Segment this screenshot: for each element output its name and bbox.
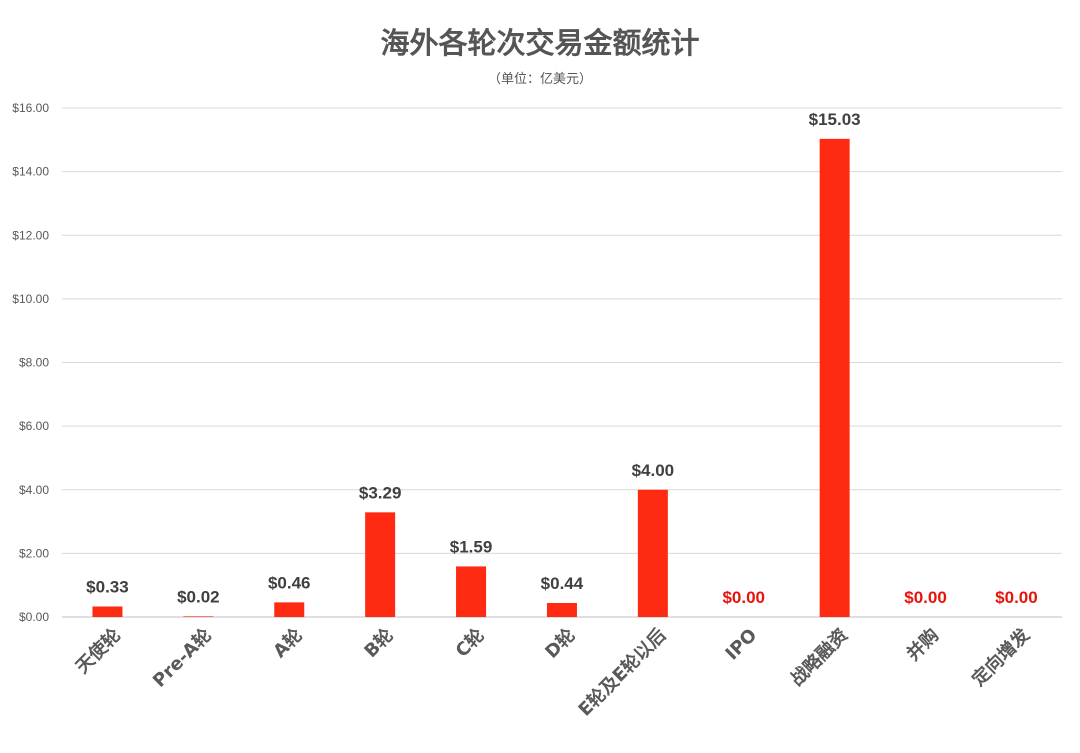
y-tick-label: $14.00 bbox=[12, 165, 49, 179]
x-tick-label: 战略融资 bbox=[786, 624, 852, 690]
bar bbox=[546, 603, 577, 617]
chart-title: 海外各轮次交易金额统计 bbox=[380, 26, 700, 60]
gridlines bbox=[62, 107, 1062, 618]
y-tick-label: $0.00 bbox=[19, 610, 49, 624]
bar bbox=[183, 616, 214, 617]
bar bbox=[637, 489, 668, 617]
data-label: $15.03 bbox=[809, 110, 861, 129]
y-axis-ticks: $0.00 $2.00 $4.00 $6.00 $8.00 $10.00 $12.00 $14… bbox=[12, 101, 49, 624]
bar bbox=[456, 566, 487, 617]
bar bbox=[274, 602, 305, 617]
data-label: $0.00 bbox=[722, 588, 765, 607]
x-tick-label: 并购 bbox=[902, 624, 943, 665]
x-tick-label: 定向增发 bbox=[968, 623, 1035, 690]
value-labels: $0.33 $0.02 $0.46 $3.29 $1.59 $0.44 $4.00 $0.00… bbox=[86, 110, 1038, 607]
bar bbox=[819, 138, 850, 617]
bar bbox=[365, 512, 396, 617]
chart-subtitle: （单位：亿美元） bbox=[487, 72, 592, 87]
data-label: $0.33 bbox=[86, 578, 129, 597]
data-label: $3.29 bbox=[359, 483, 402, 502]
bar bbox=[92, 606, 123, 617]
data-label: $0.00 bbox=[904, 588, 947, 607]
y-tick-label: $10.00 bbox=[12, 292, 49, 306]
x-tick-label: 天使轮 bbox=[71, 624, 125, 678]
y-tick-label: $12.00 bbox=[12, 228, 49, 242]
x-tick-label: D轮 bbox=[541, 624, 580, 663]
y-tick-label: $8.00 bbox=[19, 356, 49, 370]
data-label: $0.44 bbox=[541, 574, 584, 593]
data-label: $4.00 bbox=[632, 461, 675, 480]
y-tick-label: $6.00 bbox=[19, 419, 49, 433]
x-tick-label: E轮及E轮以后 bbox=[574, 624, 671, 721]
x-tick-label: B轮 bbox=[360, 624, 398, 662]
y-tick-label: $4.00 bbox=[19, 483, 49, 497]
y-tick-label: $2.00 bbox=[19, 546, 49, 560]
x-tick-label: A轮 bbox=[269, 624, 307, 662]
x-tick-label: Pre-A轮 bbox=[148, 624, 216, 692]
bars bbox=[92, 138, 850, 617]
x-tick-label: IPO bbox=[722, 625, 762, 665]
x-tick-label: C轮 bbox=[451, 624, 489, 662]
data-label: $1.59 bbox=[450, 537, 493, 556]
data-label: $0.46 bbox=[268, 573, 311, 592]
y-tick-label: $16.00 bbox=[12, 101, 49, 115]
data-label: $0.02 bbox=[177, 587, 220, 606]
data-label: $0.00 bbox=[995, 588, 1038, 607]
